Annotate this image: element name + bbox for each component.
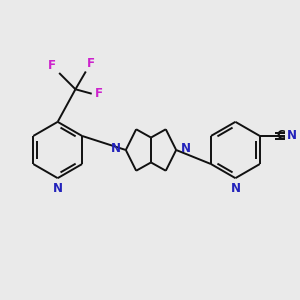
Text: C: C (276, 129, 285, 142)
Text: N: N (111, 142, 122, 155)
Text: F: F (48, 58, 56, 71)
Text: F: F (95, 87, 103, 100)
Text: N: N (287, 129, 297, 142)
Text: N: N (181, 142, 190, 155)
Text: N: N (230, 182, 240, 195)
Text: N: N (53, 182, 63, 195)
Text: F: F (87, 57, 95, 70)
